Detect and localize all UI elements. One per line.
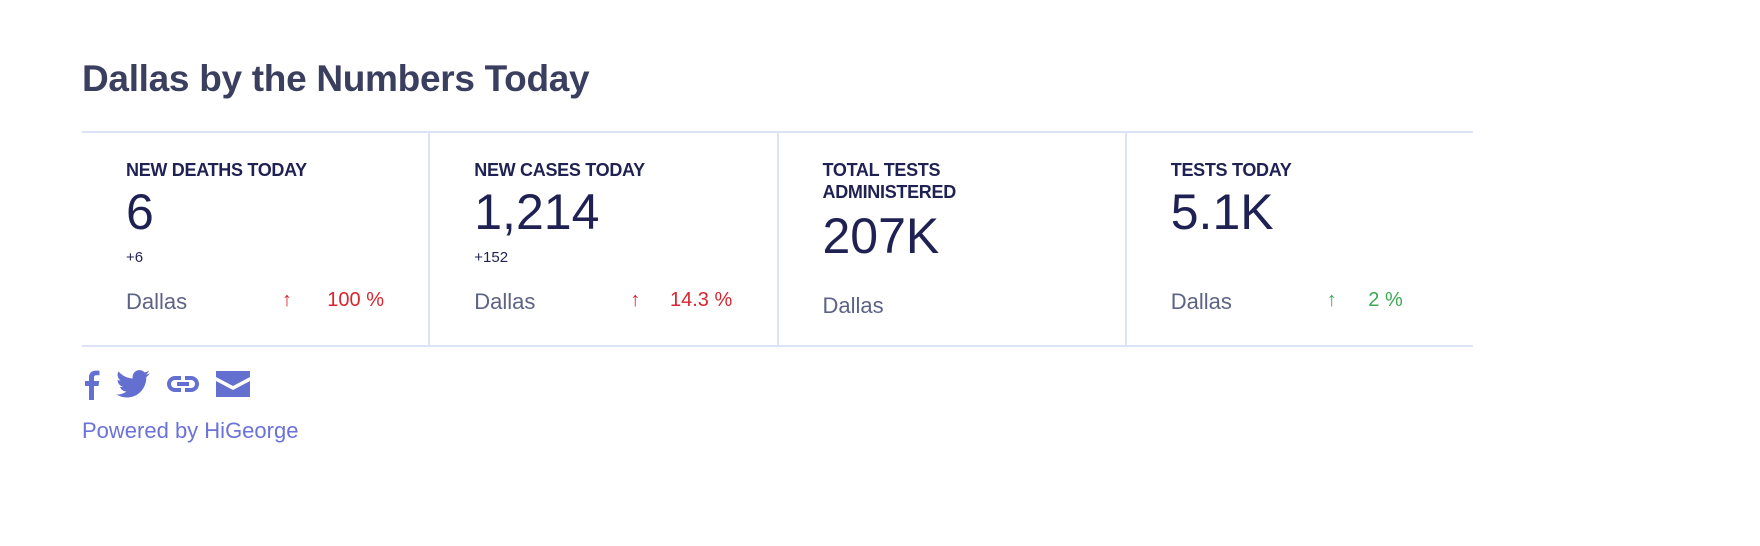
stat-card-new-deaths: NEW DEATHS TODAY 6 +6 Dallas ↑ 100 % (82, 133, 431, 345)
stat-value: 5.1K (1170, 184, 1274, 240)
stat-location: Dallas (126, 289, 188, 314)
stat-label: TOTAL TESTS ADMINISTERED (822, 160, 957, 202)
page-title: Dallas by the Numbers Today (82, 58, 590, 99)
change-value: 100 % (327, 289, 384, 311)
stat-value: 207K (822, 208, 940, 264)
stat-card-total-tests: TOTAL TESTS ADMINISTERED 207K Dallas (779, 133, 1127, 345)
twitter-icon[interactable] (116, 370, 150, 398)
arrow-up-icon: ↑ (630, 289, 641, 311)
share-icons (82, 368, 250, 400)
stat-location: Dallas (474, 289, 536, 314)
arrow-up-icon: ↑ (1326, 289, 1337, 311)
stat-card-tests-today: TESTS TODAY 5.1K Dallas ↑ 2 % (1127, 133, 1473, 345)
stats-grid: NEW DEATHS TODAY 6 +6 Dallas ↑ 100 % NEW … (82, 131, 1473, 347)
stat-card-new-cases: NEW CASES TODAY 1,214 +152 Dallas ↑ 14.3 … (430, 133, 779, 345)
stat-label: TESTS TODAY (1170, 160, 1292, 180)
stat-location: Dallas (822, 293, 884, 318)
powered-by-link[interactable]: Powered by HiGeorge (82, 418, 299, 443)
change-value: 2 % (1368, 289, 1403, 311)
stat-change: ↑ 100 % (282, 289, 384, 312)
email-icon[interactable] (216, 371, 250, 397)
arrow-up-icon: ↑ (282, 289, 292, 311)
change-value: 14.3 % (669, 289, 733, 311)
stat-change: ↑ 14.3 % (630, 289, 732, 312)
stat-delta: +6 (126, 249, 144, 266)
facebook-icon[interactable] (82, 368, 100, 400)
stat-label: NEW CASES TODAY (474, 160, 645, 180)
stat-value: 6 (126, 184, 154, 240)
stat-change: ↑ 2 % (1327, 289, 1403, 312)
stat-label: NEW DEATHS TODAY (126, 160, 307, 180)
link-icon[interactable] (166, 374, 200, 394)
stat-delta: +152 (474, 249, 509, 266)
stat-location: Dallas (1170, 289, 1232, 314)
stat-value: 1,214 (474, 184, 600, 240)
